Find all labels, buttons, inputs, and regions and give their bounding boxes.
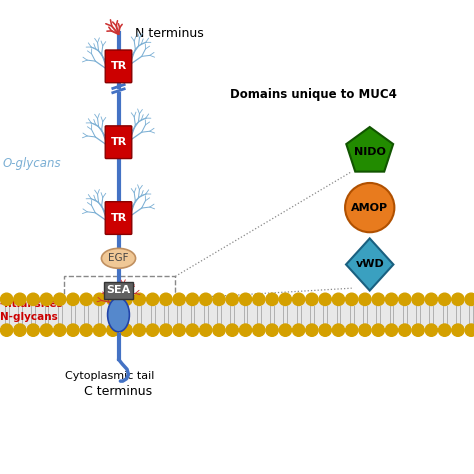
Circle shape [226,293,238,306]
Circle shape [226,324,238,337]
Circle shape [160,324,172,337]
Circle shape [372,293,384,306]
Circle shape [40,293,53,306]
Circle shape [412,293,424,306]
FancyBboxPatch shape [105,201,132,234]
Circle shape [239,324,252,337]
Circle shape [133,324,146,337]
Circle shape [0,324,13,337]
Circle shape [253,293,265,306]
Circle shape [93,324,106,337]
Text: O-glycans: O-glycans [2,157,61,170]
Circle shape [14,324,26,337]
Ellipse shape [101,248,136,268]
Text: EGF: EGF [108,253,129,264]
Text: NIDO: NIDO [354,146,386,157]
Circle shape [425,324,438,337]
Circle shape [266,324,278,337]
Circle shape [80,324,92,337]
Text: N terminus: N terminus [135,27,204,40]
Circle shape [319,324,331,337]
Circle shape [67,324,79,337]
Circle shape [186,324,199,337]
Circle shape [213,324,225,337]
Circle shape [160,293,172,306]
Text: TR: TR [110,213,127,223]
Circle shape [465,293,474,306]
Bar [0,302,474,327]
Circle shape [332,324,345,337]
Circle shape [0,293,13,306]
Circle shape [372,324,384,337]
Circle shape [27,324,39,337]
Circle shape [93,293,106,306]
Circle shape [146,324,159,337]
Circle shape [346,324,358,337]
Circle shape [186,293,199,306]
Text: -ntial sites: -ntial sites [0,299,63,310]
Circle shape [200,293,212,306]
FancyBboxPatch shape [105,126,132,158]
Circle shape [239,293,252,306]
Circle shape [173,324,185,337]
Circle shape [14,293,26,306]
Text: TR: TR [110,137,127,147]
Circle shape [67,293,79,306]
Circle shape [345,183,394,232]
Ellipse shape [108,298,129,332]
Circle shape [120,293,132,306]
Circle shape [385,324,398,337]
Circle shape [266,293,278,306]
Polygon shape [346,238,393,291]
Circle shape [133,293,146,306]
Circle shape [292,324,305,337]
Circle shape [399,324,411,337]
Text: AMOP: AMOP [351,202,388,213]
Circle shape [332,293,345,306]
Circle shape [200,324,212,337]
Circle shape [107,293,119,306]
FancyBboxPatch shape [104,282,133,299]
Circle shape [292,293,305,306]
Circle shape [359,324,371,337]
Circle shape [80,293,92,306]
Circle shape [438,293,451,306]
Circle shape [54,324,66,337]
Polygon shape [346,127,393,172]
Circle shape [319,293,331,306]
Circle shape [465,324,474,337]
Circle shape [452,324,464,337]
Circle shape [107,324,119,337]
Text: C terminus: C terminus [84,385,153,399]
Circle shape [306,293,318,306]
Circle shape [279,293,292,306]
FancyBboxPatch shape [105,50,132,82]
Circle shape [346,293,358,306]
Circle shape [213,293,225,306]
Circle shape [425,293,438,306]
Circle shape [279,324,292,337]
Circle shape [253,324,265,337]
Circle shape [54,293,66,306]
Circle shape [27,293,39,306]
Circle shape [412,324,424,337]
Circle shape [173,293,185,306]
Circle shape [385,293,398,306]
Circle shape [306,324,318,337]
Circle shape [359,293,371,306]
Text: Domains unique to MUC4: Domains unique to MUC4 [230,88,397,101]
Circle shape [120,324,132,337]
Circle shape [452,293,464,306]
Text: SEA: SEA [106,285,131,295]
Text: TR: TR [110,61,127,72]
Text: N-glycans: N-glycans [0,311,58,322]
Text: Cytoplasmic tail: Cytoplasmic tail [65,371,155,381]
Text: vWD: vWD [356,259,384,270]
Circle shape [146,293,159,306]
Circle shape [40,324,53,337]
Circle shape [438,324,451,337]
Circle shape [399,293,411,306]
